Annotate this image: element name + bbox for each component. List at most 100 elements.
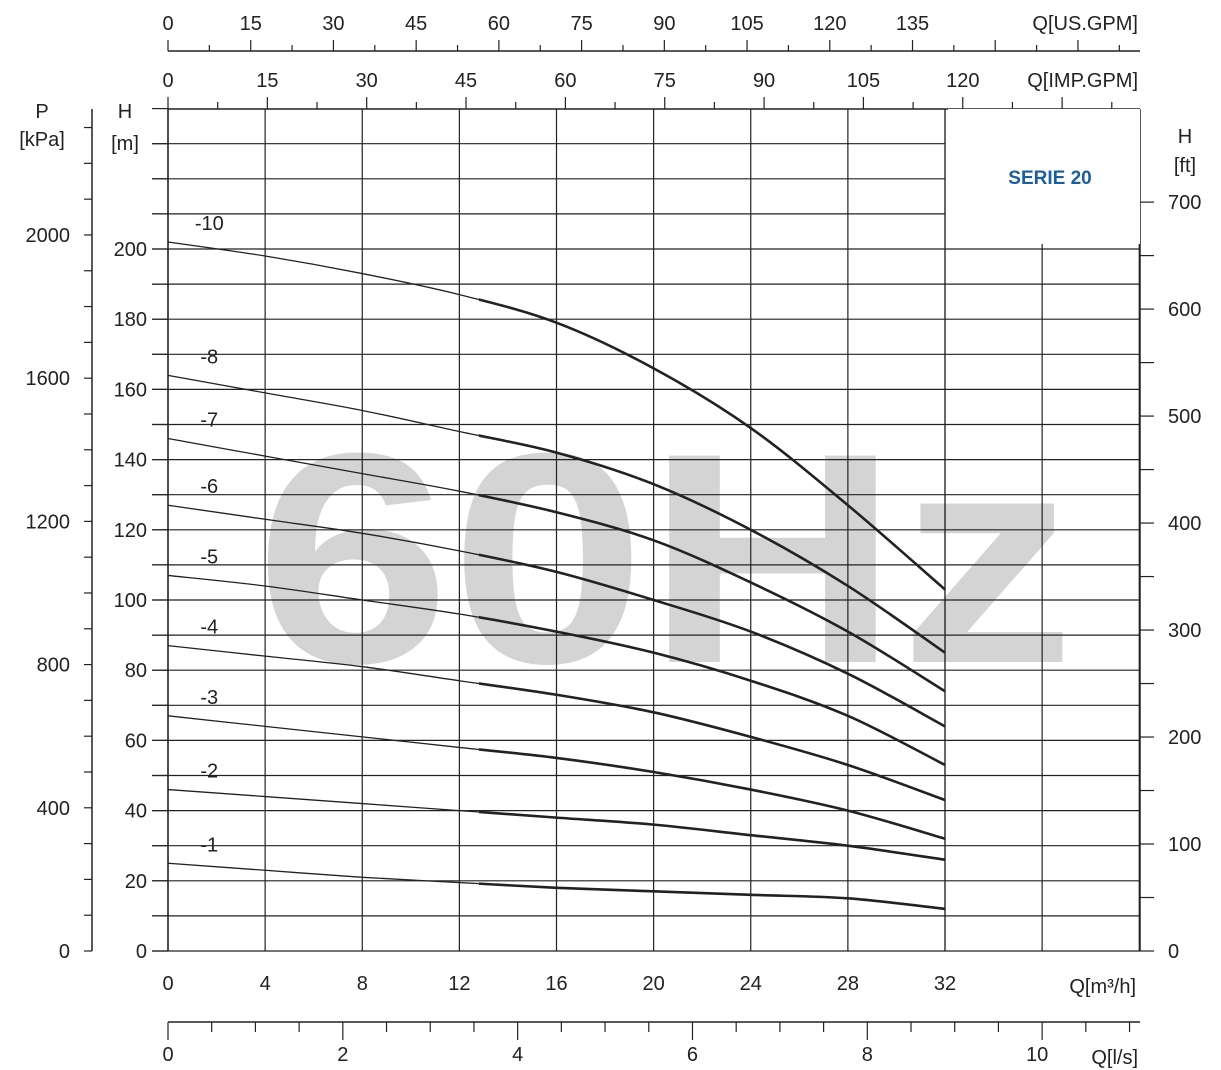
- h-tick-label: 100: [114, 590, 147, 612]
- p-axis-unit: [kPa]: [19, 129, 65, 151]
- imp-gpm-tick-label: 75: [654, 70, 676, 92]
- h-tick-label: 120: [114, 520, 147, 542]
- curve-8-bold: [478, 434, 946, 654]
- ls-tick-label: 10: [1026, 1044, 1048, 1066]
- curve-1-bold: [478, 882, 946, 911]
- curve-10-thin: [167, 241, 479, 301]
- imp-gpm-axis-label: Q[IMP.GPM]: [1027, 70, 1138, 92]
- imp-gpm-tick-label: 45: [455, 70, 477, 92]
- ft-tick-label: 0: [1168, 941, 1179, 963]
- curve-8-thin: [167, 374, 479, 437]
- ls-tick-label: 6: [687, 1044, 698, 1066]
- q-m3h-tick-label: 24: [740, 973, 762, 995]
- imp-gpm-tick-label: 0: [162, 70, 173, 92]
- us-gpm-tick-label: 15: [240, 13, 262, 35]
- curve-2-thin: [167, 788, 479, 813]
- watermark-text: 60Hz: [255, 390, 1075, 726]
- curve-label-5: -5: [200, 546, 218, 568]
- ft-tick-label: 500: [1168, 406, 1201, 428]
- h-tick-label: 60: [125, 730, 147, 752]
- us-gpm-tick-label: 105: [730, 13, 763, 35]
- h-axis-label: H: [118, 101, 132, 123]
- imp-gpm-tick-label: 120: [946, 70, 979, 92]
- ft-tick-label: 700: [1168, 192, 1201, 214]
- curve-6-thin: [167, 504, 479, 556]
- grid: [152, 109, 1140, 952]
- q-m3h-axis-label: Q[m³/h]: [1069, 976, 1136, 998]
- curve-label-2: -2: [200, 761, 218, 783]
- curve-7-thin: [167, 437, 479, 496]
- h-tick-label: 40: [125, 801, 147, 823]
- ft-axis-unit: [ft]: [1174, 155, 1196, 177]
- curve-5-bold: [478, 615, 946, 767]
- curve-3-bold: [478, 748, 946, 840]
- curve-4-thin: [167, 644, 479, 685]
- us-gpm-tick-label: 90: [653, 13, 675, 35]
- us-gpm-tick-label: 135: [896, 13, 929, 35]
- ft-tick-label: 400: [1168, 513, 1201, 535]
- p-tick-label: 400: [37, 798, 70, 820]
- ft-tick-label: 300: [1168, 620, 1201, 642]
- us-gpm-tick-label: 30: [322, 13, 344, 35]
- curves: [167, 241, 946, 911]
- h-tick-label: 20: [125, 871, 147, 893]
- ls-tick-label: 8: [862, 1044, 873, 1066]
- q-m3h-tick-label: 16: [545, 973, 567, 995]
- curve-label-6: -6: [200, 476, 218, 498]
- ft-tick-label: 600: [1168, 299, 1201, 321]
- imp-gpm-tick-label: 60: [554, 70, 576, 92]
- p-axis-label: P: [35, 101, 48, 123]
- imp-gpm-tick-label: 90: [753, 70, 775, 92]
- h-tick-label: 200: [114, 239, 147, 261]
- ft-tick-label: 200: [1168, 727, 1201, 749]
- q-m3h-tick-label: 8: [357, 973, 368, 995]
- ft-tick-label: 100: [1168, 834, 1201, 856]
- us-gpm-tick-label: 75: [570, 13, 592, 35]
- h-tick-label: 180: [114, 309, 147, 331]
- h-tick-label: 80: [125, 660, 147, 682]
- title-box: [948, 109, 1140, 244]
- h-tick-label: 140: [114, 450, 147, 472]
- q-m3h-tick-label: 0: [162, 973, 173, 995]
- curve-label-3: -3: [200, 687, 218, 709]
- p-tick-label: 800: [37, 655, 70, 677]
- curve-3-thin: [167, 715, 479, 751]
- p-tick-label: 1200: [26, 511, 71, 533]
- us-gpm-tick-label: 0: [162, 13, 173, 35]
- imp-gpm-tick-label: 30: [356, 70, 378, 92]
- imp-gpm-tick-label: 15: [256, 70, 278, 92]
- p-tick-label: 1600: [26, 368, 71, 390]
- curve-2-bold: [478, 810, 946, 862]
- us-gpm-tick-label: 45: [405, 13, 427, 35]
- imp-gpm-tick-label: 105: [847, 70, 880, 92]
- axes: 020406080100120140160180200H[m]040080012…: [19, 13, 1201, 1069]
- q-m3h-tick-label: 28: [837, 973, 859, 995]
- p-tick-label: 0: [59, 941, 70, 963]
- h-axis-unit: [m]: [111, 133, 139, 155]
- curve-label-1: -1: [200, 834, 218, 856]
- h-tick-label: 0: [136, 941, 147, 963]
- h-tick-label: 160: [114, 379, 147, 401]
- curve-label-10: -10: [195, 213, 224, 235]
- curve-5-thin: [167, 574, 479, 618]
- ls-axis-label: Q[l/s]: [1091, 1047, 1138, 1069]
- labels: -10 -8 -7 -6 -5 -4 -3 -2 -1: [195, 213, 224, 856]
- ls-tick-label: 4: [512, 1044, 523, 1066]
- curve-4-bold: [478, 682, 946, 802]
- p-tick-label: 2000: [26, 225, 71, 247]
- curve-label-8: -8: [200, 346, 218, 368]
- curve-7-bold: [478, 493, 946, 693]
- ft-axis-label: H: [1178, 126, 1192, 148]
- curve-6-bold: [478, 553, 946, 728]
- us-gpm-tick-label: 60: [488, 13, 510, 35]
- q-m3h-tick-label: 20: [643, 973, 665, 995]
- q-m3h-tick-label: 32: [934, 973, 956, 995]
- curve-1-thin: [167, 862, 479, 885]
- q-m3h-tick-label: 4: [260, 973, 271, 995]
- chart-title: SERIE 20: [1008, 168, 1091, 189]
- ls-tick-label: 0: [162, 1044, 173, 1066]
- curve-label-7: -7: [200, 410, 218, 432]
- us-gpm-axis-label: Q[US.GPM]: [1032, 13, 1138, 35]
- curve-label-4: -4: [200, 617, 218, 639]
